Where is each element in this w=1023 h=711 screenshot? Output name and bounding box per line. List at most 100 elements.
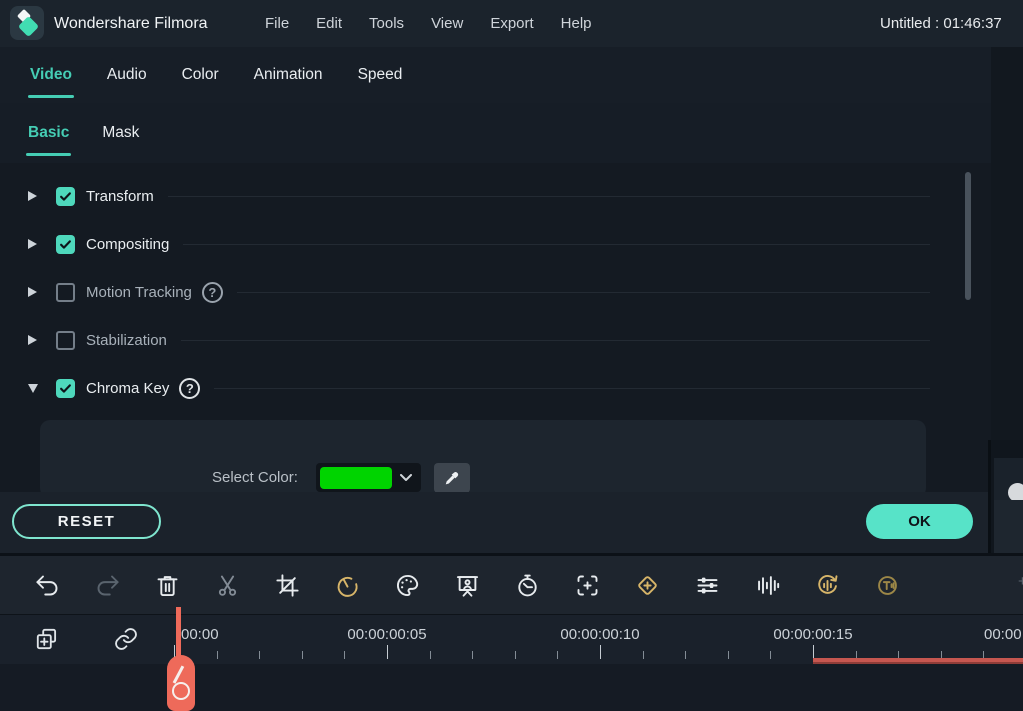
keyframe-button[interactable] (617, 556, 677, 614)
menu-item-export[interactable]: Export (490, 15, 534, 32)
cut-icon (218, 575, 236, 596)
ok-button[interactable]: OK (866, 504, 973, 539)
timeline-ruler[interactable]: 00:00 00:00:00:05 00:00:00:10 00:00:00:15 00… (0, 614, 1023, 664)
plus-icon[interactable]: + (1018, 573, 1023, 590)
motion-button[interactable] (437, 556, 497, 614)
section-label: Transform (86, 187, 154, 205)
expand-arrow-icon[interactable] (28, 287, 42, 297)
playhead-handle[interactable] (167, 655, 195, 711)
ruler-label: 00:00 (181, 626, 219, 643)
sub-tabs: Basic Mask (0, 103, 1023, 163)
ruler-tick (855, 651, 857, 659)
ruler-label: 00:00:00:05 (347, 626, 427, 643)
section-label: Compositing (86, 235, 170, 253)
checkbox-stabilization[interactable] (56, 330, 75, 350)
checkbox-chroma-key[interactable] (56, 378, 75, 398)
adjust-icon (697, 577, 717, 593)
redo-icon (97, 575, 119, 595)
checkbox-compositing[interactable] (56, 234, 75, 254)
row-divider (183, 243, 930, 245)
menu-item-file[interactable]: File (265, 15, 290, 32)
scrollbar[interactable] (965, 172, 971, 300)
section-row-stabilization: Stabilization (0, 316, 988, 364)
link-icon (115, 628, 137, 650)
chevron-down-icon (399, 473, 412, 482)
tab-color[interactable]: Color (181, 66, 219, 83)
chroma-key-panel: Select Color: (40, 420, 926, 498)
undo-button[interactable] (17, 556, 77, 614)
right-strip-cell: + (994, 500, 1023, 590)
checkbox-motion-tracking[interactable] (56, 282, 75, 302)
help-icon[interactable]: ? (179, 377, 201, 399)
checkbox-transform[interactable] (56, 186, 75, 206)
timeline-track-area[interactable] (0, 664, 1023, 711)
timer-button[interactable] (497, 556, 557, 614)
delete-icon (157, 575, 177, 596)
undo-icon (35, 575, 57, 595)
ruler-tick (813, 645, 814, 659)
ruler-tick (472, 651, 474, 659)
speed-button[interactable] (317, 556, 377, 614)
row-divider (214, 387, 930, 389)
color-palette-icon (396, 574, 418, 596)
menu-item-edit[interactable]: Edit (316, 15, 343, 32)
reset-button[interactable]: RESET (12, 504, 161, 539)
filmora-logo-icon (10, 6, 44, 40)
row-divider (236, 291, 930, 293)
crop-button[interactable] (257, 556, 317, 614)
expand-arrow-icon[interactable] (28, 239, 42, 249)
color-dropdown[interactable] (315, 463, 421, 492)
menu-item-view[interactable]: View (431, 15, 464, 32)
subtab-basic[interactable]: Basic (25, 103, 72, 163)
timeline-toolbar (0, 553, 1023, 614)
ruler-tick (387, 645, 388, 659)
color-swatch (319, 466, 392, 489)
adjust-button[interactable] (677, 556, 737, 614)
tab-animation[interactable]: Animation (253, 66, 323, 83)
color-palette-button[interactable] (377, 556, 437, 614)
delete-button[interactable] (137, 556, 197, 614)
ruler-label: 00:00:00:10 (560, 626, 640, 643)
tab-video[interactable]: Video (28, 47, 74, 103)
motion-icon (456, 575, 478, 597)
help-icon[interactable]: ? (201, 281, 223, 303)
cut-button[interactable] (197, 556, 257, 614)
ruler-tick (514, 651, 516, 659)
eyedropper-icon (445, 471, 458, 484)
speed-icon (337, 576, 358, 597)
text-to-speech-icon (877, 575, 897, 595)
project-session-label: Untitled : 01:46:37 (880, 15, 1002, 32)
tab-audio[interactable]: Audio (106, 66, 147, 83)
expand-arrow-icon[interactable] (28, 335, 42, 345)
select-color-label: Select Color: (212, 469, 298, 486)
clip-range-bar[interactable] (813, 658, 1023, 664)
audio-wave-button[interactable] (737, 556, 797, 614)
menu-item-help[interactable]: Help (560, 15, 592, 32)
menu-item-tools[interactable]: Tools (369, 15, 405, 32)
ruler-tick (983, 651, 985, 659)
top-bar: Wondershare Filmora File Edit Tools View Exp… (0, 0, 1023, 48)
eyedropper-button[interactable] (433, 462, 470, 493)
timer-icon (517, 574, 537, 596)
main-tabs: Video Audio Color Animation Speed (0, 47, 1023, 103)
slider-knob[interactable] (1008, 483, 1023, 502)
text-to-speech-button[interactable] (857, 556, 917, 614)
audio-wave-icon (757, 575, 779, 595)
ruler-label: 00:00:00:15 (773, 626, 853, 643)
add-to-track-button[interactable] (34, 626, 60, 652)
ruler-tick (685, 651, 687, 659)
ruler-tick (301, 651, 303, 659)
collapse-arrow-icon[interactable] (28, 383, 42, 393)
subtab-mask[interactable]: Mask (102, 124, 140, 141)
tab-speed[interactable]: Speed (357, 66, 403, 83)
section-label: Stabilization (86, 331, 167, 349)
focus-button[interactable] (557, 556, 617, 614)
link-button[interactable] (113, 626, 139, 652)
section-label: Motion Tracking (86, 283, 192, 301)
audio-sync-button[interactable] (797, 556, 857, 614)
add-to-track-icon (36, 628, 57, 650)
crop-icon (275, 573, 299, 597)
expand-arrow-icon[interactable] (28, 191, 42, 201)
redo-button[interactable] (77, 556, 137, 614)
right-strip-cell (994, 458, 1023, 502)
